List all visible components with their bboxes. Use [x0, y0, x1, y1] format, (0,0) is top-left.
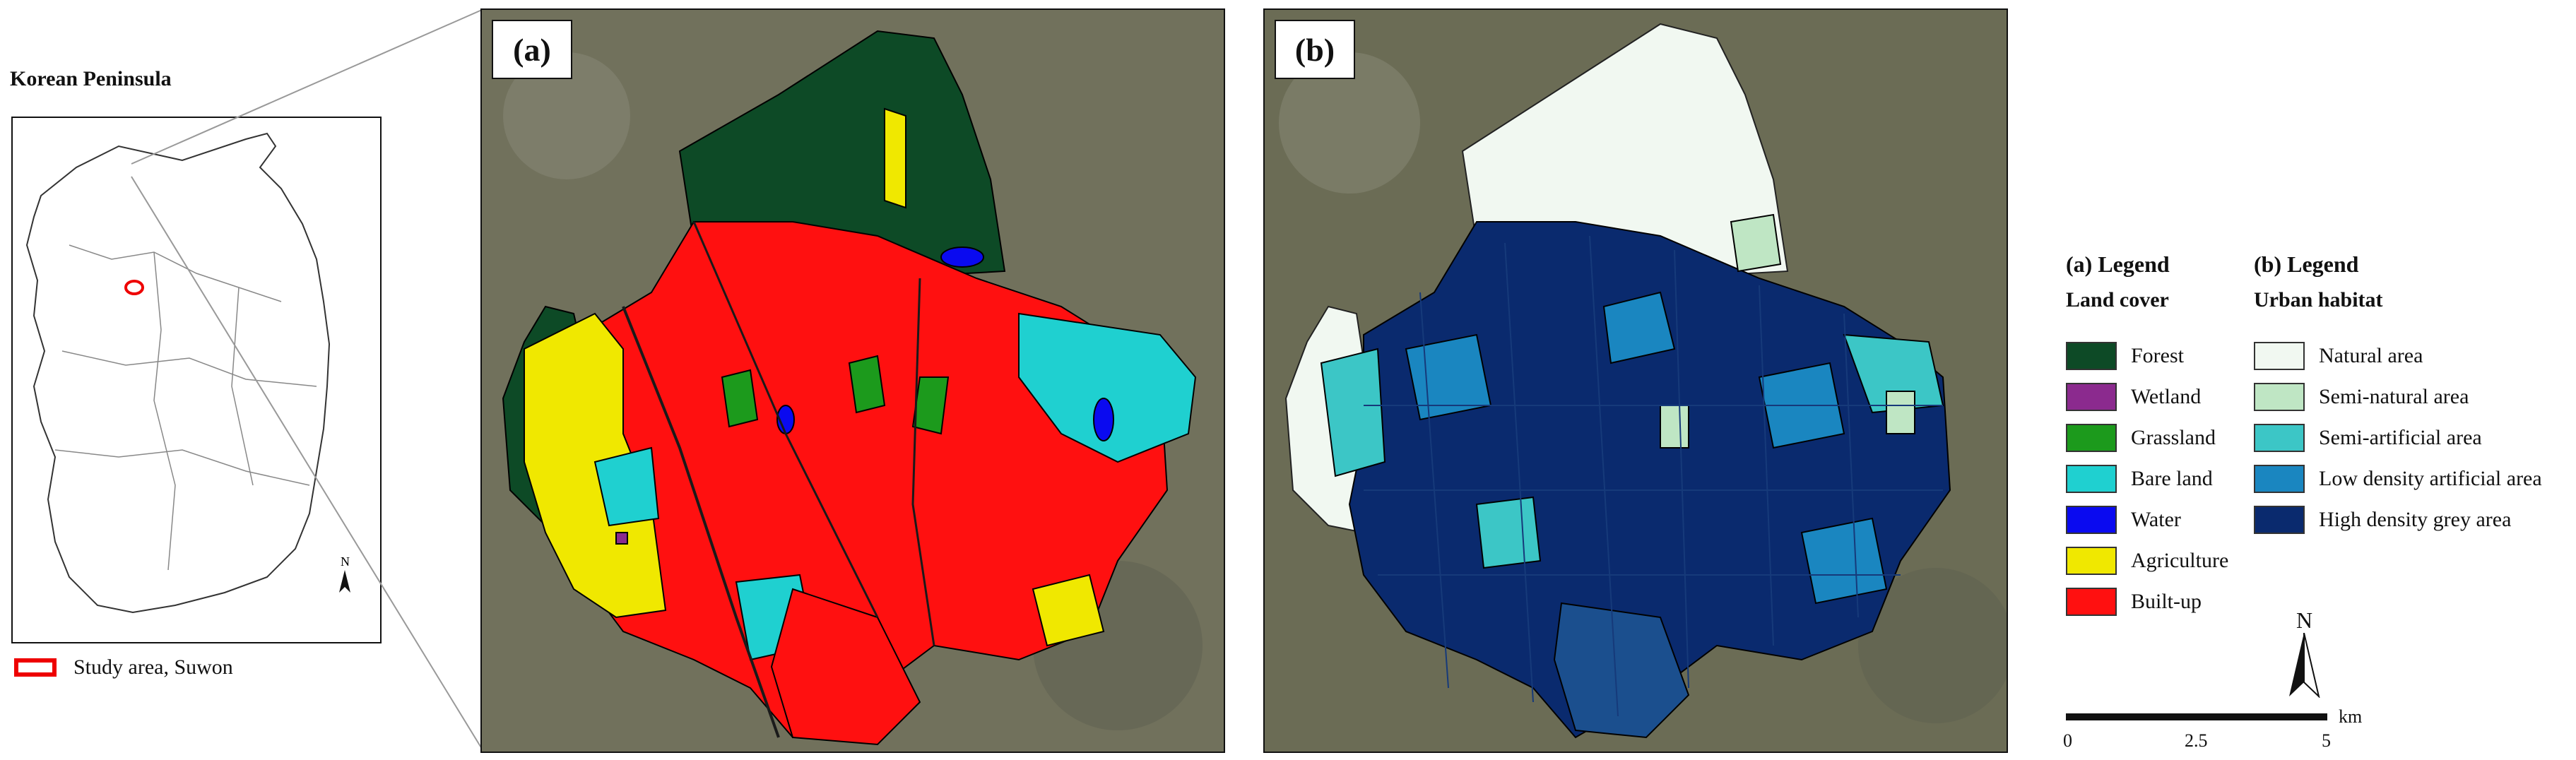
legend-a-item-label: Forest — [2131, 344, 2184, 367]
north-arrow-icon — [2289, 633, 2320, 698]
legend-a-item: Agriculture — [2066, 547, 2228, 575]
legend-a-subheading: Land cover — [2066, 288, 2169, 311]
legend-a-item-label: Water — [2131, 508, 2181, 531]
legend-a-item: Wetland — [2066, 383, 2201, 411]
legend-a-item: Grassland — [2066, 424, 2216, 452]
north-label: N — [2296, 607, 2313, 633]
scale-tick-0: 0 — [2063, 730, 2072, 751]
legend-swatch — [2066, 547, 2117, 575]
legend-b-item: High density grey area — [2254, 506, 2511, 534]
korean-peninsula-outline: N — [25, 132, 350, 614]
legend-a-item: Bare land — [2066, 465, 2213, 493]
scale-bar — [2066, 713, 2327, 720]
legend-b-item-label: Semi-artificial area — [2319, 426, 2482, 449]
land-cover-map-graphic — [482, 10, 1224, 752]
legend-a-item: Water — [2066, 506, 2181, 534]
legend-b-item: Semi-natural area — [2254, 383, 2469, 411]
legend-swatch — [2254, 506, 2305, 534]
legend-b-item: Low density artificial area — [2254, 465, 2542, 493]
legend-a-item-label: Bare land — [2131, 467, 2213, 490]
panel-a-label: (a) — [492, 20, 572, 79]
legend-swatch — [2066, 465, 2117, 493]
legend-b-item-label: High density grey area — [2319, 508, 2512, 531]
scale-tick-end: 5 — [2322, 730, 2331, 751]
inset-north-arrow-icon — [339, 570, 350, 593]
legend-b-heading: (b) Legend — [2254, 251, 2359, 277]
legend-a-heading: (a) Legend — [2066, 251, 2170, 277]
legend-a-item: Built-up — [2066, 588, 2202, 616]
inset-title: Korean Peninsula — [10, 67, 172, 90]
legend-a-item-label: Wetland — [2131, 385, 2202, 408]
legend-swatch — [2254, 424, 2305, 452]
legend-b-item: Semi-artificial area — [2254, 424, 2482, 452]
scale-tick-mid: 2.5 — [2185, 730, 2208, 751]
scale-unit: km — [2339, 706, 2363, 727]
inset-north-label: N — [341, 554, 350, 569]
urban-habitat-map-graphic — [1265, 10, 2007, 752]
legend-a-item-label: Agriculture — [2131, 549, 2229, 572]
legend-b-item-label: Semi-natural area — [2319, 385, 2469, 408]
legend-b-item-label: Natural area — [2319, 344, 2423, 367]
legend-b-item-label: Low density artificial area — [2319, 467, 2542, 490]
legend-a-item-label: Grassland — [2131, 426, 2216, 449]
legend-a-item-label: Built-up — [2131, 590, 2202, 613]
legend-swatch — [2254, 383, 2305, 411]
study-area-legend-label: Study area, Suwon — [73, 655, 233, 679]
legend-b-item: Natural area — [2254, 342, 2423, 370]
legend-swatch — [2254, 465, 2305, 493]
study-area-marker — [124, 280, 144, 295]
urban-habitat-map: (b) — [1263, 8, 2008, 753]
legend-swatch — [2066, 424, 2117, 452]
study-area-legend-box — [14, 658, 57, 677]
inset-map: N — [11, 117, 382, 643]
legend-swatch — [2066, 506, 2117, 534]
legend-swatch — [2066, 342, 2117, 370]
legend-b-subheading: Urban habitat — [2254, 288, 2383, 311]
legend-swatch — [2254, 342, 2305, 370]
legend-a-item: Forest — [2066, 342, 2184, 370]
land-cover-map: (a) — [480, 8, 1225, 753]
legend-swatch — [2066, 383, 2117, 411]
panel-b-label: (b) — [1275, 20, 1355, 79]
legend-swatch — [2066, 588, 2117, 616]
